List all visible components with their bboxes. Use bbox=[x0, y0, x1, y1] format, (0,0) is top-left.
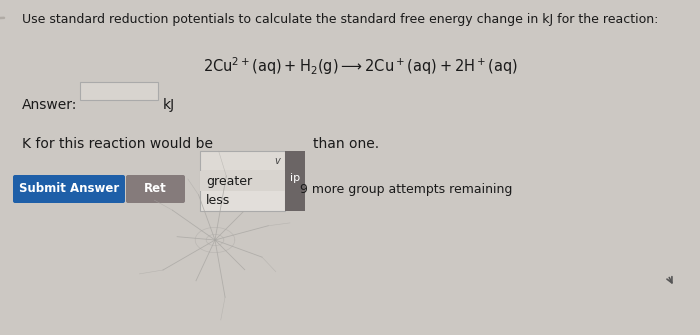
Text: K for this reaction would be: K for this reaction would be bbox=[22, 137, 213, 151]
Bar bbox=[200, 171, 285, 211]
Text: v: v bbox=[274, 156, 280, 166]
Text: $\mathregular{2Cu^{2+}(aq) + H_2(g) \longrightarrow 2Cu^+(aq) + 2H^+(aq)}$: $\mathregular{2Cu^{2+}(aq) + H_2(g) \lon… bbox=[202, 55, 517, 77]
Text: Ret: Ret bbox=[144, 183, 167, 196]
Bar bbox=[285, 151, 305, 211]
Text: greater: greater bbox=[206, 175, 252, 188]
Text: Answer:: Answer: bbox=[22, 98, 78, 112]
FancyBboxPatch shape bbox=[13, 175, 125, 203]
Text: Submit Answer: Submit Answer bbox=[19, 183, 119, 196]
Text: Use standard reduction potentials to calculate the standard free energy change i: Use standard reduction potentials to cal… bbox=[22, 13, 659, 26]
Text: ip: ip bbox=[290, 173, 300, 183]
Text: less: less bbox=[206, 195, 230, 207]
Bar bbox=[80, 82, 158, 100]
Bar bbox=[200, 151, 285, 171]
Text: than one.: than one. bbox=[313, 137, 379, 151]
Text: kJ: kJ bbox=[163, 98, 175, 112]
Bar bbox=[200, 171, 285, 191]
Text: 9 more group attempts remaining: 9 more group attempts remaining bbox=[300, 183, 512, 196]
FancyBboxPatch shape bbox=[126, 175, 185, 203]
